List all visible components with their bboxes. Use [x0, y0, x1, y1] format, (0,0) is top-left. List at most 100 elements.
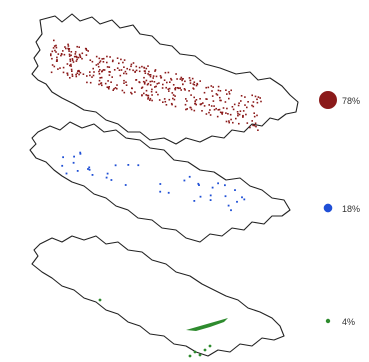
- occurrence-point: [189, 79, 192, 82]
- occurrence-point: [190, 94, 192, 96]
- occurrence-point: [51, 57, 53, 60]
- occurrence-point: [181, 79, 183, 82]
- occurrence-point: [51, 50, 54, 53]
- occurrence-point: [242, 116, 244, 118]
- occurrence-point: [186, 100, 188, 102]
- occurrence-point: [79, 54, 81, 57]
- occurrence-point: [233, 103, 236, 106]
- occurrence-point: [195, 84, 198, 87]
- occurrence-point: [189, 106, 191, 109]
- occurrence-point: [168, 87, 171, 90]
- occurrence-point: [237, 104, 240, 107]
- occurrence-point: [156, 82, 159, 85]
- occurrence-point: [230, 209, 232, 212]
- occurrence-point: [123, 72, 125, 75]
- occurrence-point: [225, 89, 227, 91]
- occurrence-point: [200, 103, 203, 105]
- occurrence-point: [130, 91, 132, 94]
- occurrence-point: [183, 88, 186, 90]
- occurrence-point: [69, 60, 72, 62]
- occurrence-point: [52, 47, 55, 49]
- occurrence-point: [151, 80, 153, 83]
- occurrence-point: [199, 103, 202, 106]
- occurrence-point: [253, 124, 256, 127]
- panel-top: 78%: [31, 13, 360, 145]
- occurrence-point: [236, 111, 239, 113]
- occurrence-point: [50, 54, 52, 57]
- occurrence-point: [50, 53, 52, 55]
- occurrence-point: [85, 48, 87, 50]
- occurrence-point: [116, 84, 118, 86]
- occurrence-point: [213, 108, 216, 111]
- occurrence-point: [198, 353, 202, 357]
- occurrence-point: [99, 82, 102, 85]
- occurrence-point: [56, 56, 58, 59]
- occurrence-point: [191, 77, 194, 80]
- occurrence-point: [242, 110, 245, 112]
- occurrence-point: [101, 70, 103, 73]
- occurrence-point: [155, 91, 158, 93]
- occurrence-point: [155, 75, 158, 78]
- occurrence-point: [88, 166, 91, 169]
- occurrence-point: [167, 71, 170, 74]
- occurrence-point: [53, 39, 55, 42]
- occurrence-point: [55, 60, 58, 62]
- occurrence-point: [201, 110, 203, 112]
- occurrence-point: [147, 98, 149, 100]
- occurrence-point: [91, 174, 94, 176]
- occurrence-point: [234, 189, 236, 191]
- occurrence-point: [70, 51, 73, 53]
- occurrence-point: [73, 55, 76, 58]
- occurrence-point: [228, 91, 230, 93]
- occurrence-point: [74, 53, 77, 55]
- occurrence-point: [207, 86, 210, 89]
- occurrence-point: [249, 126, 251, 129]
- occurrence-point: [237, 114, 239, 117]
- occurrence-point: [112, 89, 114, 91]
- occurrence-point: [116, 57, 119, 59]
- occurrence-point: [62, 50, 64, 52]
- occurrence-point: [113, 88, 115, 90]
- occurrence-point: [243, 198, 246, 201]
- occurrence-point: [130, 63, 133, 66]
- occurrence-point: [55, 51, 57, 53]
- occurrence-point: [130, 65, 132, 68]
- occurrence-point: [50, 71, 53, 74]
- occurrence-point: [81, 52, 84, 55]
- occurrence-point: [134, 91, 136, 93]
- occurrence-point: [226, 107, 228, 110]
- occurrence-point: [167, 88, 170, 90]
- occurrence-point: [183, 179, 186, 182]
- percentage-label-bottom: 4%: [342, 317, 355, 327]
- occurrence-point: [135, 65, 138, 68]
- percentage-label-top: 78%: [342, 96, 360, 106]
- occurrence-point: [57, 53, 60, 55]
- occurrence-point: [193, 81, 196, 83]
- occurrence-point: [131, 87, 133, 89]
- occurrence-point: [89, 71, 91, 73]
- region-outline-bottom: [31, 235, 285, 357]
- occurrence-point: [86, 75, 88, 77]
- occurrence-point: [68, 50, 70, 52]
- occurrence-point: [232, 108, 235, 111]
- occurrence-point: [144, 81, 146, 84]
- occurrence-point: [211, 90, 213, 92]
- occurrence-point: [137, 164, 140, 167]
- occurrence-point: [68, 53, 71, 56]
- occurrence-point: [211, 95, 214, 97]
- occurrence-point: [145, 89, 148, 92]
- occurrence-point: [106, 172, 109, 175]
- occurrence-point: [193, 350, 197, 354]
- occurrence-point: [162, 101, 164, 103]
- occurrence-point: [101, 84, 103, 87]
- occurrence-point: [157, 93, 159, 96]
- occurrence-point: [154, 69, 157, 71]
- occurrence-point: [219, 111, 222, 114]
- occurrence-point: [165, 86, 167, 89]
- occurrence-point: [124, 184, 127, 186]
- occurrence-point: [230, 89, 232, 92]
- occurrence-point: [153, 81, 156, 83]
- occurrence-point: [76, 58, 78, 61]
- occurrence-point: [192, 83, 195, 85]
- occurrence-point: [188, 90, 190, 92]
